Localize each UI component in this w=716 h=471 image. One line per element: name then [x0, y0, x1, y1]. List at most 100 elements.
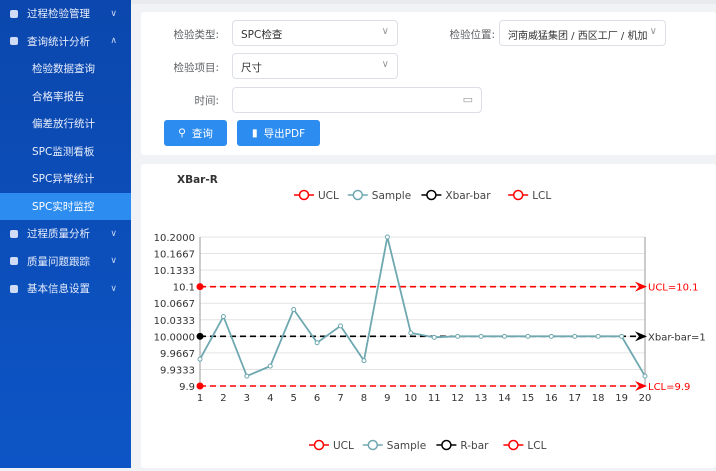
sample-line: [199, 236, 646, 378]
chart-title: XBar-R: [177, 174, 218, 186]
x-tick-label: 8: [361, 393, 367, 404]
x-tick-label: 6: [314, 393, 320, 404]
layers-icon: [10, 229, 18, 238]
export-pdf-button[interactable]: ▮ 导出PDF: [237, 120, 320, 146]
menu-quality-analysis[interactable]: 过程质量分析 ∨: [0, 220, 131, 248]
item-label: 检验项目:: [173, 62, 219, 74]
x-tick-label: 4: [267, 393, 273, 404]
sample-point: [619, 333, 625, 339]
x-tick-label: 12: [451, 393, 464, 404]
xbar-chart: XBar-R 9.9 9.9333 9.9667 10.0000 10.0333 10.0…: [154, 174, 706, 452]
x-tick-label: 3: [244, 393, 250, 404]
layers-icon: [10, 284, 18, 293]
layers-icon: [10, 9, 18, 18]
legend-marker: [367, 439, 379, 451]
menu-issue-tracking[interactable]: 质量问题跟踪 ∨: [0, 248, 131, 276]
filter-form: 检验类型: SPC检查 ∨ 检验位置: 河南威猛集团 / 西区工厂 / 机加 ∨ 检…: [141, 12, 716, 155]
y-tick-label: 10.0333: [154, 316, 195, 327]
chevron-down-icon: ∨: [649, 26, 657, 37]
y-tick-label: 9.9667: [160, 349, 195, 360]
sample-point: [267, 363, 273, 369]
legend-marker: [512, 189, 524, 201]
chevron-down-icon: ∨: [110, 256, 117, 267]
x-tick-label: 18: [592, 393, 605, 404]
item-select[interactable]: 尺寸 ∨: [232, 53, 398, 79]
x-tick-label: 15: [522, 393, 535, 404]
legend-marker: [426, 189, 437, 201]
type-value: SPC检查: [241, 29, 283, 41]
sample-point: [338, 323, 344, 329]
menu-label: 过程质量分析: [27, 228, 90, 241]
ucl-marker: [196, 283, 204, 291]
y-tick-label: 10.0667: [154, 299, 195, 310]
sample-point: [478, 333, 484, 339]
submenu-data-query[interactable]: 检验数据查询: [32, 63, 95, 76]
sample-point: [431, 334, 437, 340]
center-label: Xbar-bar=1: [648, 332, 706, 343]
lcl-arrow: [635, 381, 647, 391]
location-select[interactable]: 河南威猛集团 / 西区工厂 / 机加 ∨: [499, 20, 666, 46]
submenu-pass-rate[interactable]: 合格率报告: [32, 90, 85, 103]
location-label: 检验位置:: [449, 29, 495, 41]
x-tick-label: 10: [404, 393, 417, 404]
chart-panel: XBar-R 9.9 9.9333 9.9667 10.0000 10.0333 10.0…: [141, 164, 716, 468]
query-button[interactable]: ⚲ 查询: [164, 120, 227, 146]
submenu-spc-abnormal[interactable]: SPC异常统计: [32, 173, 95, 186]
time-picker[interactable]: ▭: [232, 87, 482, 113]
sample-point: [501, 333, 507, 339]
ucl-arrow: [635, 281, 647, 292]
menu-query-stats[interactable]: 查询统计分析 ∧: [0, 28, 131, 56]
legend-label-lcl: LCL: [527, 440, 546, 452]
menu-label: 质量问题跟踪: [27, 255, 90, 268]
location-value: 河南威猛集团 / 西区工厂 / 机加: [508, 31, 648, 42]
legend-label-r-bar: R-bar: [460, 440, 489, 452]
type-label: 检验类型:: [173, 29, 219, 41]
menu-basic-settings[interactable]: 基本信息设置 ∨: [0, 275, 131, 303]
x-tick-label: 13: [475, 393, 488, 404]
chevron-down-icon: ∨: [110, 283, 117, 294]
sample-point: [595, 333, 601, 339]
sample-point: [197, 356, 203, 362]
legend-label-ucl: UCL: [333, 440, 354, 452]
x-tick-label: 11: [428, 393, 441, 404]
x-tick-label: 19: [615, 393, 628, 404]
chevron-up-icon: ∧: [110, 36, 117, 47]
query-label: 查询: [191, 127, 213, 140]
x-tick-label: 17: [568, 393, 581, 404]
submenu-spc-board[interactable]: SPC监测看板: [32, 145, 95, 158]
sample-point: [455, 333, 461, 339]
lcl-label: LCL=9.9: [648, 382, 690, 393]
layers-icon: [10, 37, 18, 46]
chevron-down-icon: ∨: [110, 228, 117, 239]
sample-point: [220, 313, 226, 319]
x-tick-label: 2: [220, 393, 226, 404]
submenu-spc-realtime[interactable]: SPC实时监控: [0, 192, 131, 220]
y-tick-label: 10.0000: [154, 332, 195, 343]
type-select[interactable]: SPC检查 ∨: [232, 20, 398, 46]
legend-marker: [441, 439, 452, 451]
menu-process-inspection[interactable]: 过程检验管理 ∨: [0, 0, 131, 28]
y-tick-label: 9.9333: [160, 365, 195, 376]
submenu-deviation[interactable]: 偏差放行统计: [32, 118, 95, 131]
legend-label-ucl: UCL: [318, 190, 339, 202]
sidebar: 过程检验管理 ∨ 查询统计分析 ∧ 检验数据查询 合格率报告 偏差放行统计 SPC监…: [0, 0, 131, 468]
y-tick-label: 9.9: [179, 382, 195, 393]
file-icon: ▮: [251, 127, 258, 139]
layers-icon: [10, 257, 18, 266]
x-tick-label: 16: [545, 393, 558, 404]
search-icon: ⚲: [178, 127, 186, 139]
legend-label-xbar-bar: Xbar-bar: [445, 190, 491, 202]
top-bar: [131, 0, 716, 4]
sample-point: [291, 307, 297, 313]
sample-point: [314, 340, 320, 346]
center-marker: [196, 332, 204, 340]
sample-point: [572, 333, 578, 339]
calendar-icon: ▭: [462, 93, 473, 106]
chevron-down-icon: ∨: [381, 26, 389, 37]
y-tick-label: 10.1333: [154, 266, 195, 277]
x-tick-label: 9: [384, 393, 390, 404]
x-tick-label: 7: [337, 393, 343, 404]
legend-marker: [298, 189, 310, 201]
chevron-down-icon: ∨: [381, 59, 389, 70]
chevron-down-icon: ∨: [110, 8, 117, 19]
